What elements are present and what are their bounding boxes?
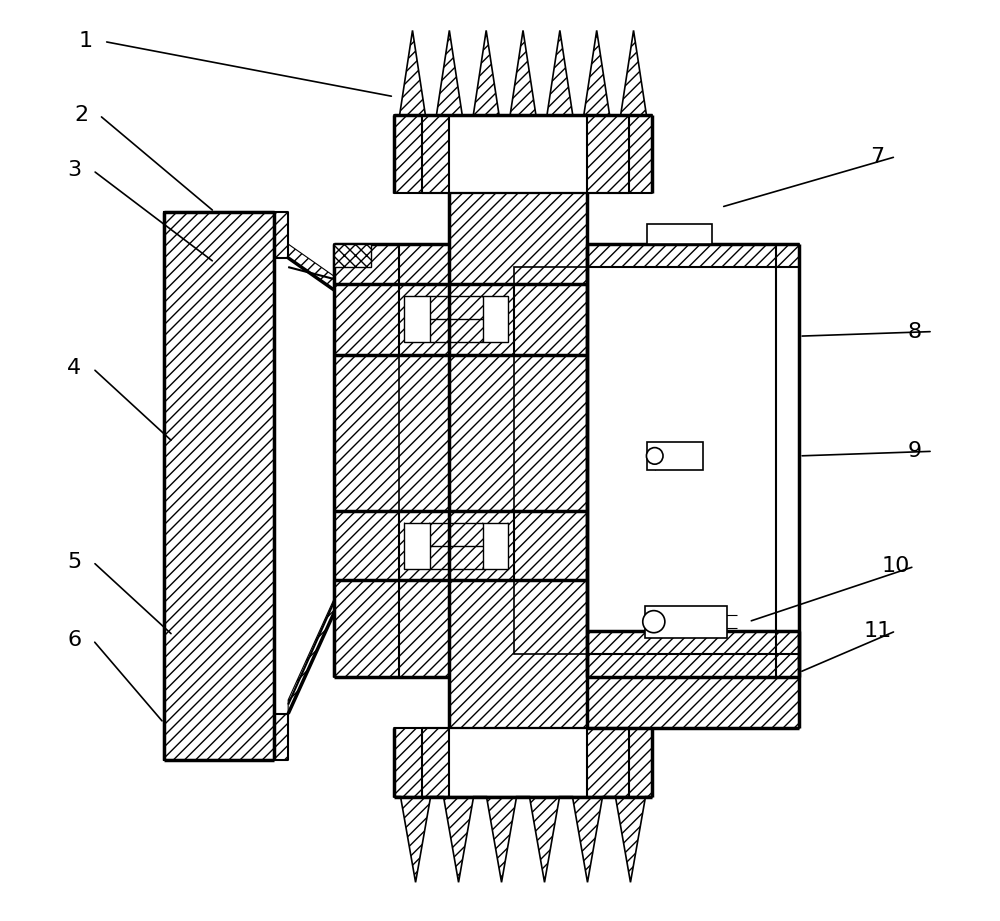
Bar [483,523,508,569]
Text: 7: 7 [871,146,885,167]
Bar [404,297,430,343]
Bar [404,523,430,569]
Bar [334,244,371,267]
Polygon shape [422,728,449,797]
Polygon shape [334,244,449,677]
Text: 6: 6 [67,630,82,650]
Circle shape [643,611,665,633]
Polygon shape [514,355,587,511]
Text: 10: 10 [882,556,910,577]
Polygon shape [514,580,587,654]
Polygon shape [334,511,399,580]
Polygon shape [274,714,288,760]
Polygon shape [334,355,399,511]
Polygon shape [587,728,629,797]
Text: 3: 3 [67,160,82,181]
Polygon shape [288,244,334,290]
Text: 4: 4 [67,358,82,379]
Text: 5: 5 [67,552,82,572]
Polygon shape [587,631,799,728]
Polygon shape [514,511,587,580]
Bar [647,224,712,244]
Polygon shape [629,115,652,193]
Polygon shape [394,30,652,115]
Text: 8: 8 [907,321,922,342]
Polygon shape [449,193,587,728]
Polygon shape [394,797,652,882]
Polygon shape [164,212,274,760]
Polygon shape [394,728,422,797]
Polygon shape [514,284,587,355]
Polygon shape [394,115,422,193]
Polygon shape [629,728,652,797]
Text: 9: 9 [907,441,922,461]
Polygon shape [587,115,629,193]
Text: 11: 11 [863,621,892,641]
Circle shape [646,448,663,464]
Polygon shape [274,212,288,258]
Polygon shape [334,244,449,677]
Polygon shape [334,284,399,355]
Polygon shape [587,654,799,677]
Polygon shape [587,244,799,267]
Bar [483,297,508,343]
Polygon shape [288,599,334,714]
Polygon shape [422,115,449,193]
Bar [647,442,703,470]
Polygon shape [514,267,587,284]
Bar [645,606,727,637]
Text: 1: 1 [78,31,93,52]
Text: 2: 2 [74,105,88,125]
